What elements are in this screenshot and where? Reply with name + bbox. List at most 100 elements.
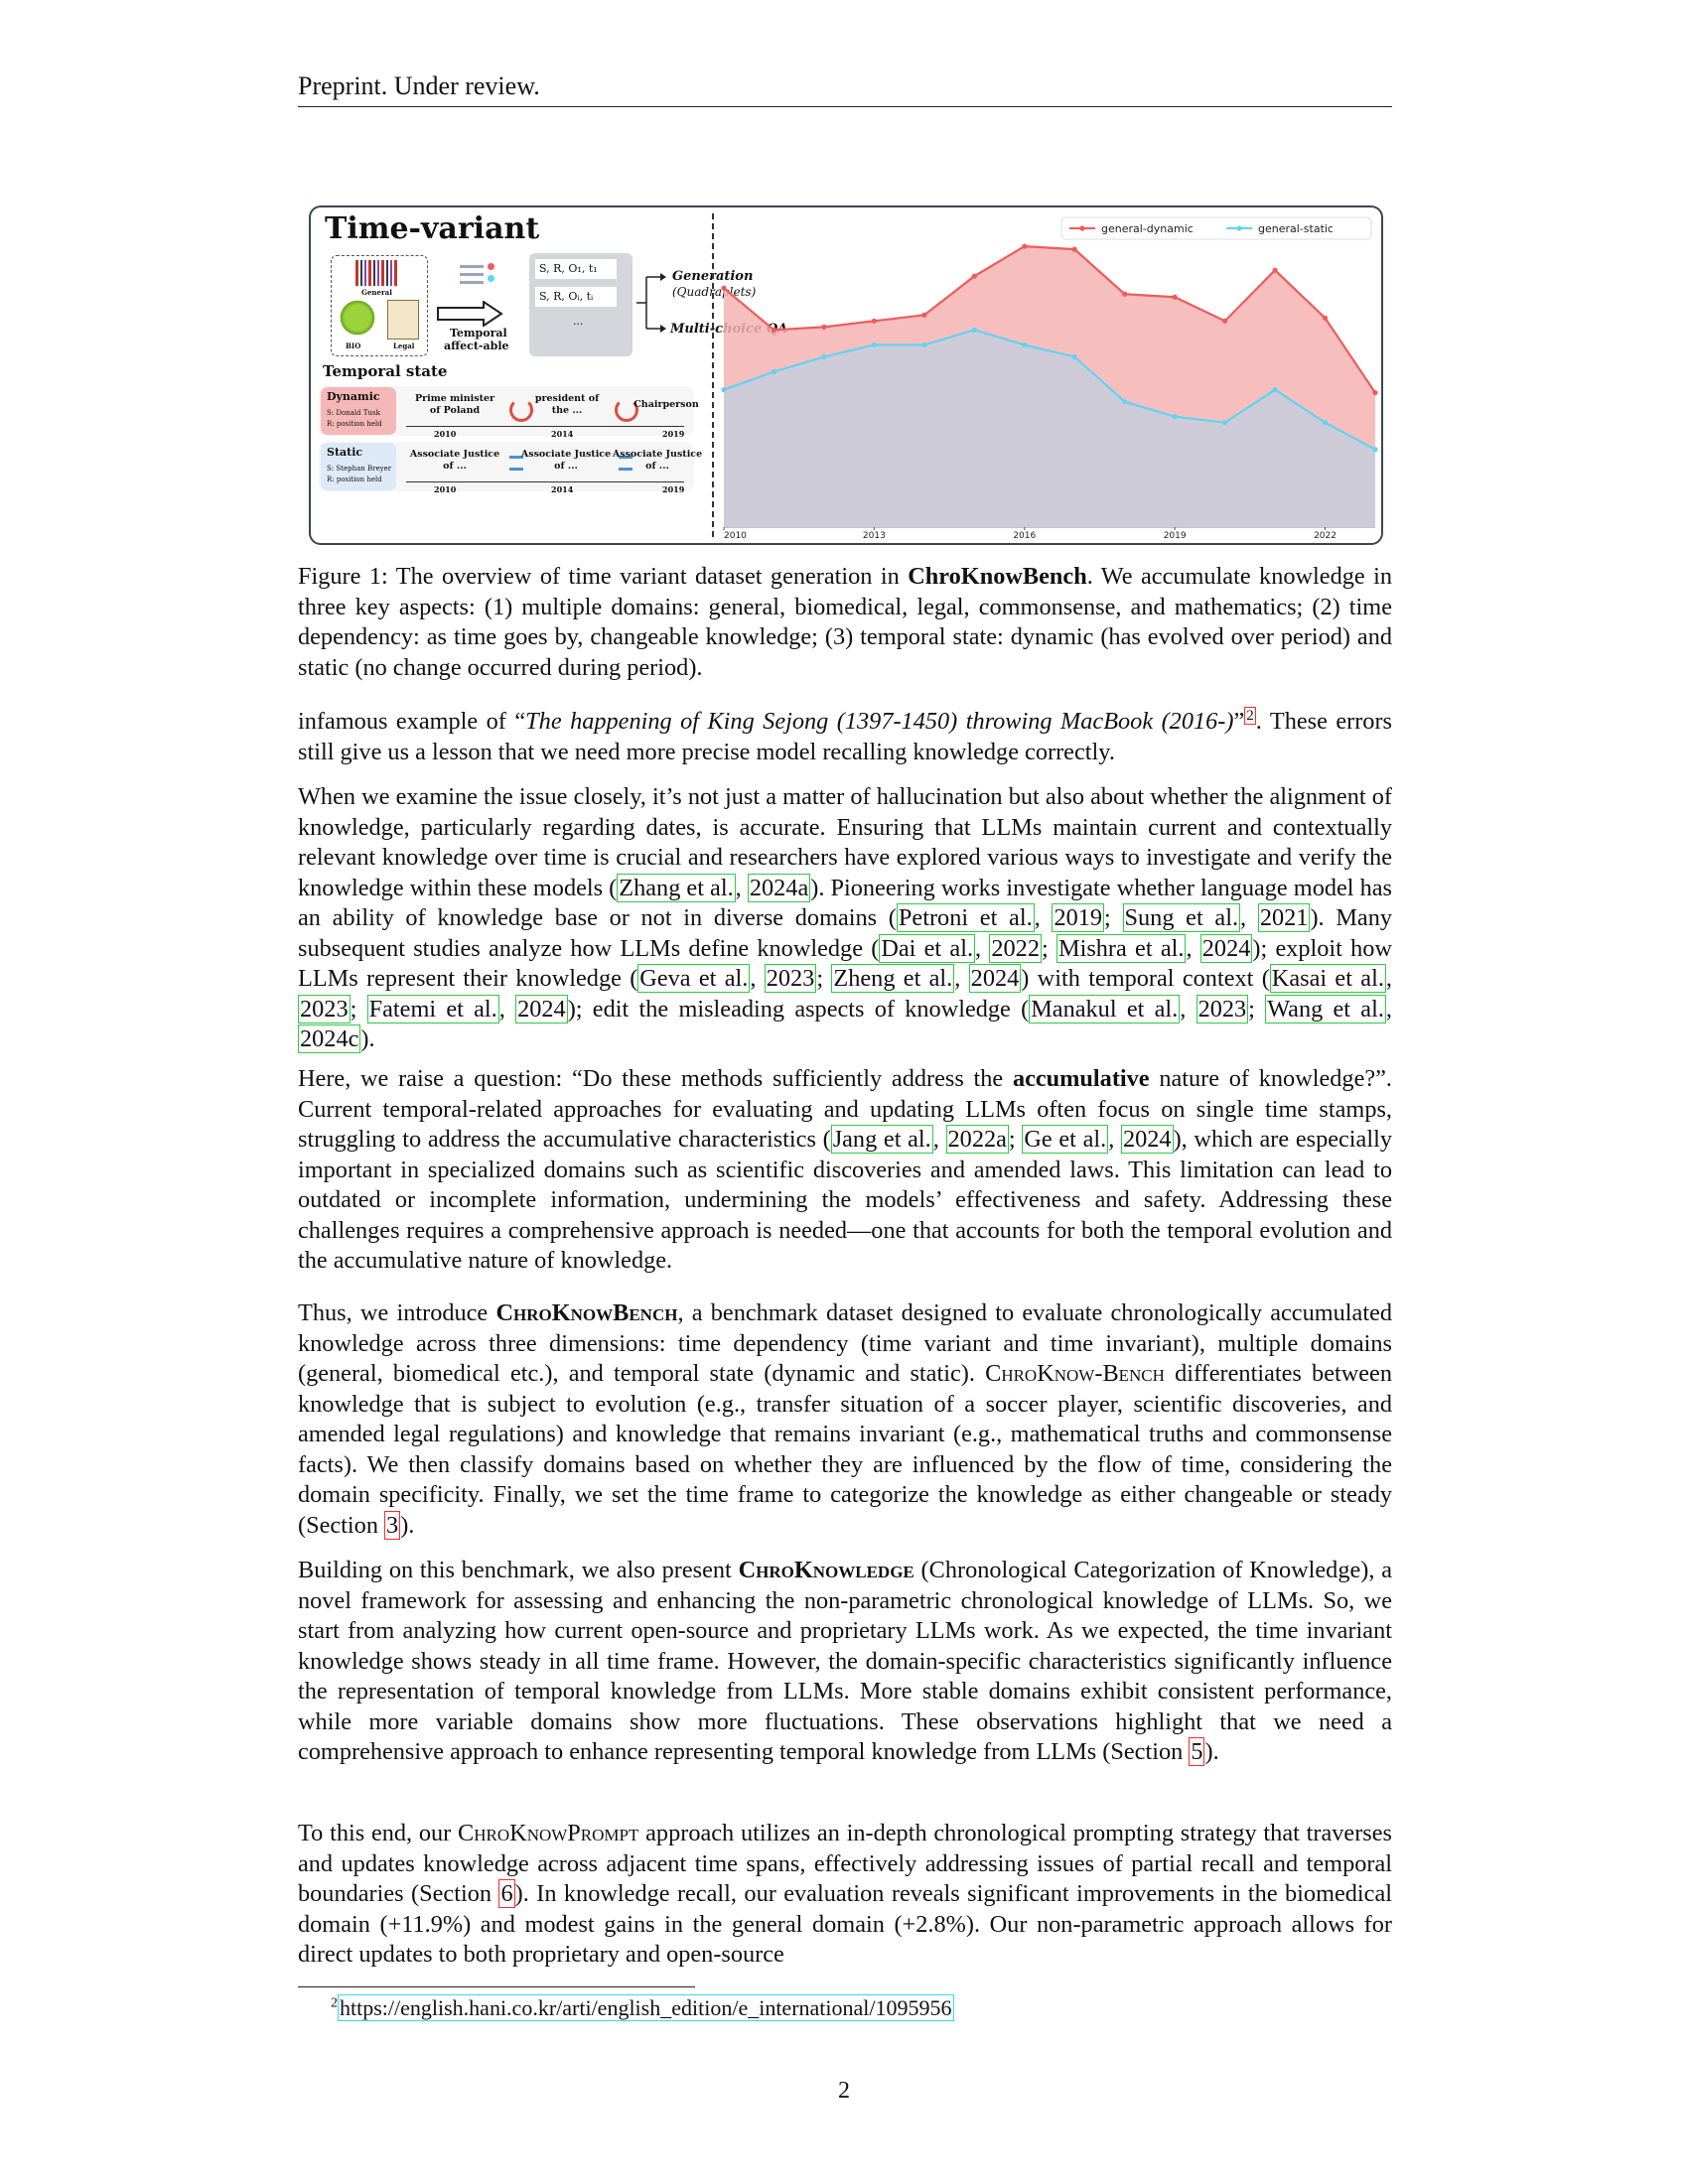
x-tick-label: 2016 [1013,531,1036,541]
data-point-general-dynamic [971,273,977,279]
static-year-1: 2010 [434,484,457,494]
dynamic-item-1a: Prime minister [414,393,495,404]
paragraph-4: Thus, we introduce ChroKnowBench, a benc… [298,1298,1392,1541]
paragraph-2: When we examine the issue closely, it’s … [298,783,1393,1053]
p6-text: ). In knowledge recall, our evaluation r… [298,1880,1392,1968]
dynamic-badge: Dynamic S: Donald Tusk R: position held [321,387,396,435]
citation-link[interactable]: Dai et al. [879,933,976,963]
p6-text: To this end, our [298,1820,459,1846]
p2-text: When we examine the issue closely, it’s … [298,783,1392,901]
section-ref-link[interactable]: 6 [498,1879,515,1908]
citation-year-link[interactable]: 2024 [1120,1125,1174,1154]
citation-link[interactable]: Petroni et al. [896,903,1035,932]
citation-link[interactable]: Zhang et al. [617,873,736,902]
x-tick-label: 2019 [1164,531,1187,541]
series-line-general-static [723,329,1376,451]
p1-text-a: infamous example of “ [298,708,526,736]
data-point-general-static [1122,399,1128,405]
legend-marker-general-static [1236,225,1242,231]
citation-year-link[interactable]: 2024a [747,873,811,902]
static-item-2b: of ... [554,461,578,472]
x-tick-label: 2010 [724,531,747,541]
citation-link[interactable]: Fatemi et al. [366,994,499,1024]
paragraph-5: Building on this benchmark, we also pres… [298,1556,1392,1768]
page-number: 2 [838,2078,850,2104]
list-icon [460,265,484,284]
x-tick-label: 2022 [1314,531,1336,541]
citation-year-link[interactable]: 2021 [1257,903,1311,932]
citation-link[interactable]: Sung et al. [1122,903,1241,932]
data-point-general-static [871,341,877,348]
legend-label-general-static: general-static [1258,222,1334,235]
citation-link[interactable]: Geva et al. [637,964,751,993]
citation-year-link[interactable]: 2023 [298,994,351,1024]
domain-bio: BIO [346,341,361,350]
citation-year-link[interactable]: 2022 [989,933,1042,963]
data-point-general-dynamic [1372,389,1378,396]
citation-link[interactable]: Manakul et al. [1029,994,1181,1024]
triple-1: S, R, O₁, t₁ [535,259,617,279]
dynamic-relation: R: position held [327,420,382,428]
fork-arrow [636,273,666,333]
data-point-general-dynamic [1071,246,1077,252]
right-arrow-icon [437,301,503,327]
data-point-general-static [1322,420,1329,426]
paragraph-6: To this end, our ChroKnowPrompt approach… [298,1819,1392,1971]
data-point-general-dynamic [1222,318,1228,324]
p2-text: ). Many subsequent studies analyze how L… [298,904,1392,962]
citation-link[interactable]: Ge et al. [1022,1125,1109,1154]
citation-year-link[interactable]: 2024 [968,964,1022,993]
citation-year-link[interactable]: 2024c [298,1024,361,1053]
citation-year-link[interactable]: 2023 [1196,994,1249,1024]
p5-text: Building on this benchmark, we also pres… [298,1557,739,1583]
static-relation: R: position held [327,476,382,483]
citation-link[interactable]: Kasai et al. [1269,964,1386,993]
data-point-general-static [721,386,727,393]
citation-year-link[interactable]: 2023 [764,964,817,993]
data-point-general-static [1071,353,1077,360]
filter-dot-red [488,263,494,270]
footnote-rule [298,1986,695,1987]
section-ref-link[interactable]: 3 [384,1510,401,1540]
data-point-general-dynamic [1172,294,1178,300]
data-point-general-static [1172,414,1178,420]
footnote-number: 2 [331,1995,338,2011]
benchmark-name: ChroKnowBench [495,1299,678,1326]
footnote-ref[interactable]: 2 [1244,707,1256,725]
triple-2: S, R, Oᵢ, tᵢ [535,287,617,307]
data-point-general-dynamic [871,318,877,324]
figure-1: Time-variant General BIO Legal Temporal … [309,205,1383,545]
citation-year-link[interactable]: 2019 [1052,903,1105,932]
dynamic-year-3: 2019 [662,429,685,439]
caption-rest: . We accumulate knowledge in three key a… [298,563,1393,681]
data-point-general-static [1372,447,1378,453]
framework-name: ChroKnowledge [738,1557,914,1583]
p3-text: Here, we raise a question: “Do these met… [298,1065,1013,1092]
p2-text: ) with temporal context ( [1021,965,1270,992]
citation-year-link[interactable]: 2022a [945,1125,1009,1154]
dynamic-label: Dynamic [327,390,380,403]
x-tick-label: 2013 [863,531,886,541]
dynamic-year-1: 2010 [434,429,457,439]
dynamic-item-2b: the ... [551,405,583,416]
citation-link[interactable]: Mishra et al. [1055,933,1187,963]
citation-link[interactable]: Jang et al. [830,1125,933,1154]
citation-link[interactable]: Zheng et al. [831,964,955,993]
data-point-general-dynamic [921,312,927,318]
figure-divider [712,213,714,537]
legend-box [1060,216,1372,240]
paragraph-3: Here, we raise a question: “Do these met… [298,1065,1392,1274]
section-ref-link[interactable]: 5 [1189,1737,1205,1766]
dynamic-item-3: Chairperson [633,399,699,410]
refresh-icon [509,398,533,422]
citation-year-link[interactable]: 2024 [515,994,568,1024]
dynamic-year-2: 2014 [551,429,574,439]
citation-year-link[interactable]: 2024 [1199,933,1253,963]
data-point-general-static [771,368,777,375]
area-chart: 2010 2013 2016 2019 2022 general-dynamic gener… [721,216,1378,541]
data-point-general-dynamic [721,285,727,291]
benchmark-name: ChroKnow-Bench [985,1360,1165,1387]
legend-marker-general-dynamic [1079,225,1085,231]
footnote-url-link[interactable]: https://english.hani.co.kr/arti/english_… [338,1994,954,2021]
citation-link[interactable]: Wang et al. [1265,994,1386,1024]
